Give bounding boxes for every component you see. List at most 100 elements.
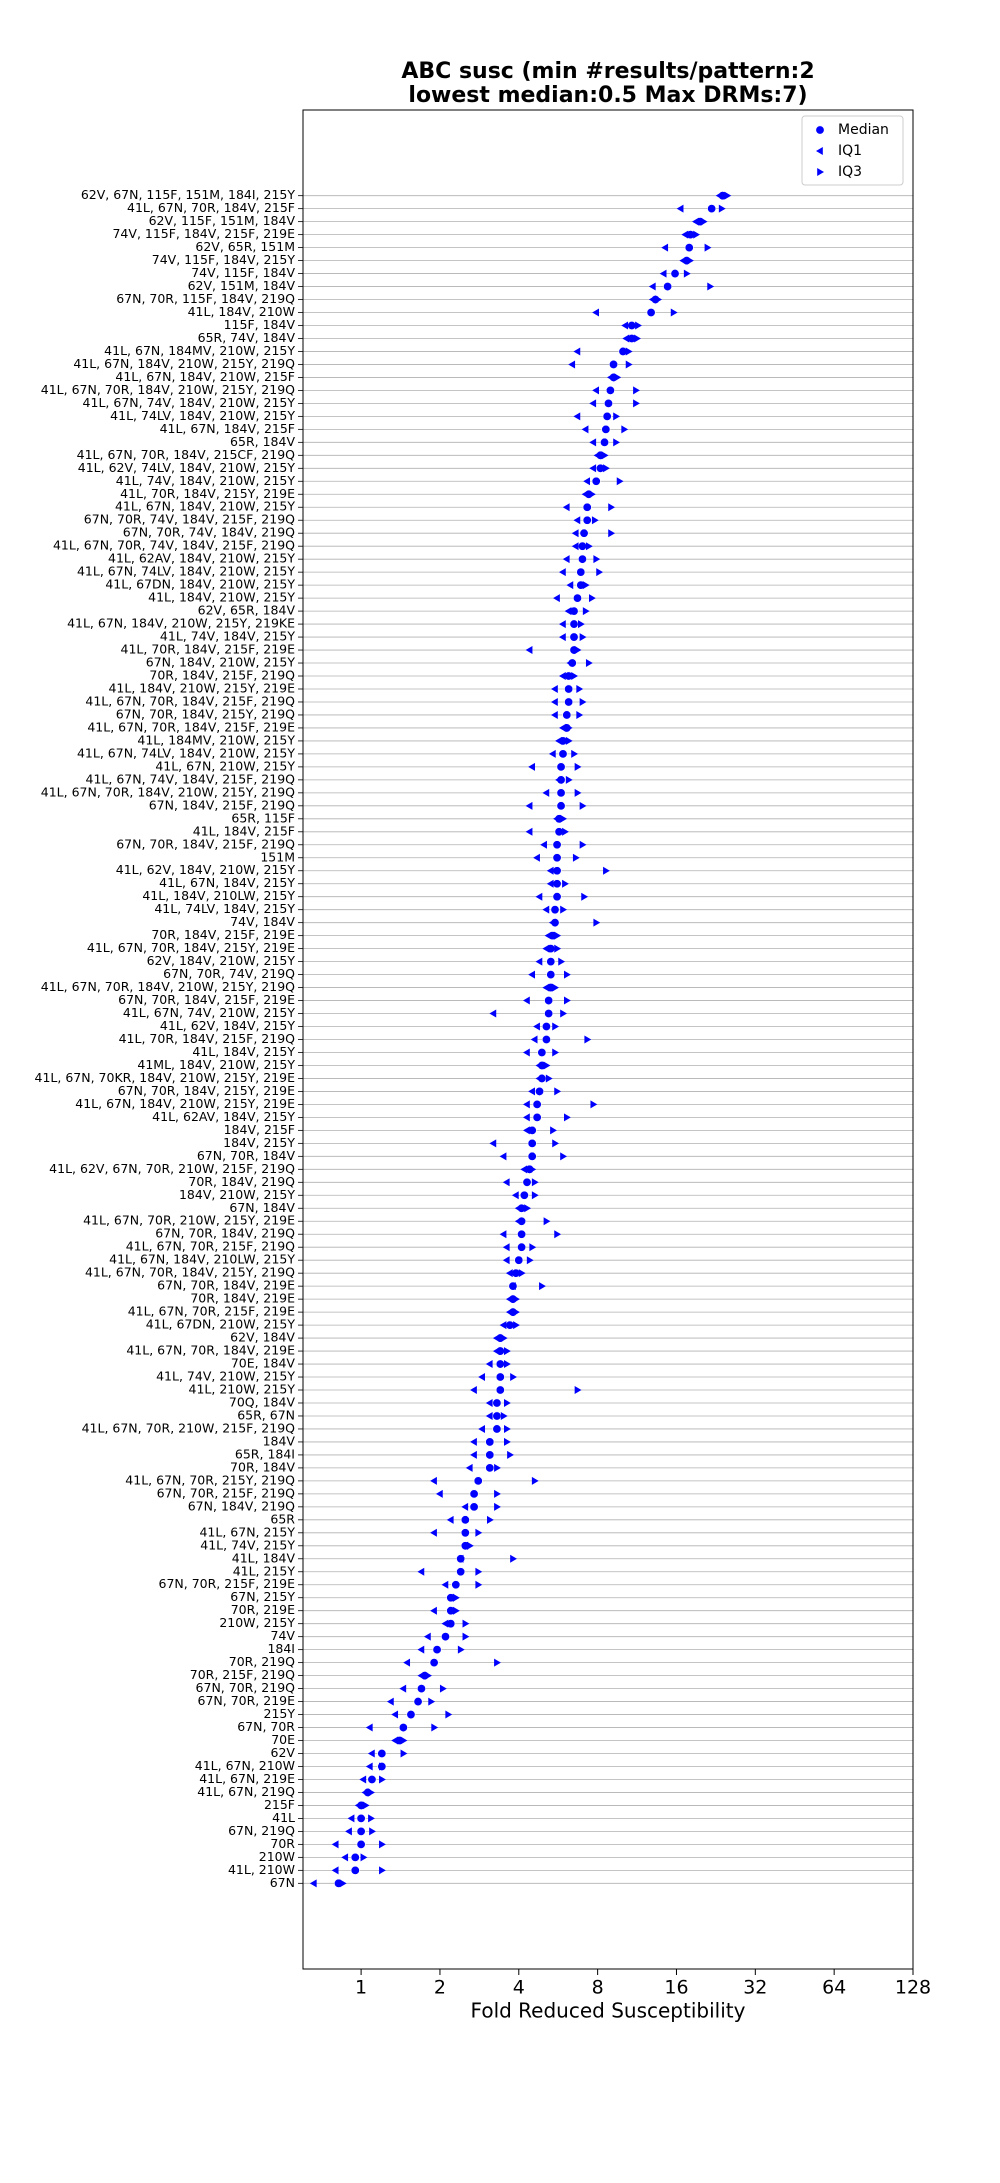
y-tick-label: 70R, 184V, 219Q — [188, 1174, 295, 1189]
x-tick-label: 2 — [434, 1977, 446, 1999]
iq1-marker — [564, 607, 572, 616]
median-marker — [367, 1774, 377, 1784]
iq1-marker — [505, 1295, 513, 1304]
y-tick-label: 41L, 67N, 70R, 184V, 215F, 219Q — [85, 693, 295, 708]
median-marker — [572, 593, 582, 603]
iq3-marker — [379, 1866, 386, 1875]
iq1-marker — [553, 594, 560, 603]
iq1-marker — [441, 1619, 449, 1628]
iq3-marker — [529, 1165, 537, 1174]
y-tick-label: 67N, 70R, 74V, 184V, 219Q — [123, 525, 295, 540]
legend-label: IQ3 — [838, 164, 862, 180]
iq1-marker — [592, 308, 600, 317]
iq1-marker — [470, 1437, 477, 1446]
iq1-marker — [514, 1217, 522, 1226]
median-marker — [495, 1372, 505, 1382]
iq1-marker — [589, 399, 597, 408]
iq1-marker — [583, 477, 591, 486]
iq3-marker — [724, 191, 732, 200]
iq3-marker — [572, 853, 580, 862]
iq3-marker — [579, 801, 587, 810]
y-tick-label: 41L, 67N, 210W, 215Y — [155, 758, 295, 773]
iq3-marker — [608, 529, 616, 538]
iq3-marker — [563, 1113, 571, 1122]
iq3-marker — [554, 1087, 562, 1096]
y-tick-label: 67N, 70R, 215F, 219Q — [157, 1485, 296, 1500]
iq1-marker — [446, 1593, 454, 1602]
iq1-marker — [528, 762, 535, 771]
iq3-marker — [565, 736, 573, 745]
y-tick-label: 41L, 67N, 70R, 184V, 210W, 215Y, 219Q — [41, 382, 295, 397]
iq3-marker — [425, 1671, 432, 1680]
median-marker — [552, 879, 562, 889]
y-tick-label: 41L — [272, 1810, 295, 1825]
median-marker — [605, 385, 615, 395]
iq1-marker — [391, 1710, 399, 1719]
iq1-marker — [485, 1360, 493, 1369]
iq1-marker — [502, 1178, 510, 1187]
median-marker — [602, 411, 612, 421]
iq3-marker — [621, 425, 629, 434]
iq1-marker — [441, 1580, 449, 1589]
median-marker — [577, 554, 587, 564]
y-tick-label: 184V, 215Y — [223, 1135, 295, 1150]
y-tick-label: 65R — [270, 1511, 295, 1526]
iq3-marker — [603, 866, 610, 875]
iq1-marker — [520, 1165, 528, 1174]
y-tick-label: 67N, 70R, 219Q — [196, 1680, 296, 1695]
legend-marker — [816, 147, 823, 155]
iq1-marker — [403, 1658, 411, 1667]
y-tick-label: 151M — [260, 849, 295, 864]
y-tick-label: 41L, 67N, 74V, 184V, 210W, 215Y — [83, 395, 296, 410]
x-tick-label: 32 — [743, 1977, 767, 1999]
iq1-marker — [544, 931, 552, 940]
iq3-marker — [581, 892, 589, 901]
iq1-marker — [331, 1840, 339, 1849]
iq1-marker — [571, 542, 579, 551]
median-marker — [413, 1697, 423, 1707]
iq1-marker — [568, 360, 576, 369]
y-tick-label: 67N, 70R, 184V, 215Y, 219E — [118, 1083, 295, 1098]
iq1-marker — [523, 1100, 530, 1109]
median-marker — [456, 1567, 466, 1577]
iq1-marker — [391, 1736, 399, 1745]
iq1-marker — [514, 1204, 522, 1213]
iq1-marker — [511, 1191, 519, 1200]
median-marker — [591, 476, 601, 486]
iq3-marker — [543, 1217, 551, 1226]
median-marker — [541, 1035, 551, 1045]
median-marker — [451, 1580, 461, 1590]
y-tick-label: 41L, 62V, 67N, 70R, 210W, 215F, 219Q — [49, 1161, 295, 1176]
iq3-marker — [504, 1347, 511, 1356]
iq1-marker — [622, 334, 630, 343]
iq1-marker — [525, 646, 533, 655]
y-tick-label: 70R, 219Q — [229, 1654, 295, 1669]
iq3-marker — [565, 723, 573, 732]
median-marker — [582, 515, 592, 525]
iq3-marker — [578, 620, 585, 629]
y-tick-label: 41L, 67N, 70KR, 184V, 210W, 215Y, 219E — [35, 1070, 296, 1085]
y-tick-label: 41L, 62V, 184V, 215Y — [160, 1018, 295, 1033]
median-marker — [552, 866, 562, 876]
x-tick-label: 16 — [664, 1977, 688, 1999]
iq1-marker — [502, 1256, 510, 1265]
y-tick-label: 41L, 62AV, 184V, 215Y — [152, 1109, 295, 1124]
iq1-marker — [548, 918, 556, 927]
y-tick-label: 41L, 67N, 74V, 184V, 215F, 219Q — [86, 771, 296, 786]
iq3-marker — [475, 1528, 483, 1537]
median-marker — [550, 905, 560, 915]
iq1-marker — [470, 1386, 477, 1395]
median-marker — [552, 853, 562, 863]
median-marker — [429, 1658, 439, 1668]
median-marker — [350, 1865, 360, 1875]
median-marker — [473, 1476, 483, 1486]
median-marker — [535, 1086, 545, 1096]
y-tick-label: 184V, 215F — [224, 1122, 295, 1137]
y-tick-label: 41L, 67N, 215Y — [199, 1524, 295, 1539]
iq3-marker — [554, 1230, 562, 1239]
iq3-marker — [693, 230, 701, 239]
iq3-marker — [539, 1282, 546, 1291]
y-tick-label: 70R, 184V, 219E — [190, 1291, 295, 1306]
iq3-marker — [574, 788, 582, 797]
